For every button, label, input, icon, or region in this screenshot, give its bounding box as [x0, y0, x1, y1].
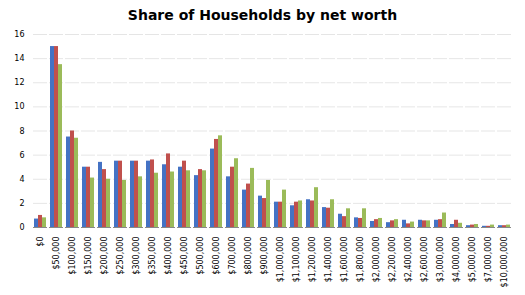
svg-text:$150,000: $150,000 — [84, 237, 93, 275]
svg-text:12: 12 — [14, 78, 24, 87]
svg-text:$1,400,000: $1,400,000 — [324, 237, 333, 283]
svg-text:$300,000: $300,000 — [132, 237, 141, 275]
svg-text:$900,000: $900,000 — [260, 237, 269, 275]
svg-text:$1,600,000: $1,600,000 — [340, 237, 349, 283]
svg-text:$7,000,000: $7,000,000 — [484, 237, 493, 283]
svg-text:$2,200,000: $2,200,000 — [388, 237, 397, 283]
svg-text:$0: $0 — [36, 237, 45, 247]
svg-text:$400,000: $400,000 — [164, 237, 173, 275]
svg-text:$800,000: $800,000 — [244, 237, 253, 275]
svg-text:$350,000: $350,000 — [148, 237, 157, 275]
svg-text:$5,000,000: $5,000,000 — [468, 237, 477, 283]
svg-text:14: 14 — [14, 54, 24, 63]
svg-text:$500,000: $500,000 — [196, 237, 205, 275]
html-text:Share of Households by net wor: Share of Households by net worth — [127, 7, 398, 23]
svg-text:$50,000: $50,000 — [52, 237, 61, 270]
svg-text:$2,400,000: $2,400,000 — [404, 237, 413, 283]
svg-text:$600,000: $600,000 — [212, 237, 221, 275]
svg-text:$10,000,000: $10,000,000 — [500, 237, 509, 288]
svg-text:$1,800,000: $1,800,000 — [356, 237, 365, 283]
svg-text:6: 6 — [19, 151, 24, 160]
svg-text:$2,000,000: $2,000,000 — [372, 237, 381, 283]
svg-text:0: 0 — [19, 223, 24, 232]
svg-text:$1,100,000: $1,100,000 — [292, 237, 301, 283]
svg-text:$4,000,000: $4,000,000 — [452, 237, 461, 283]
svg-text:16: 16 — [14, 30, 24, 39]
svg-text:$3,000,000: $3,000,000 — [436, 237, 445, 283]
svg-text:2: 2 — [19, 199, 24, 208]
svg-text:8: 8 — [19, 127, 24, 136]
svg-text:$100,000: $100,000 — [68, 237, 77, 275]
svg-text:$2,600,000: $2,600,000 — [420, 237, 429, 283]
svg-text:$1,000,000: $1,000,000 — [276, 237, 285, 283]
svg-text:$700,000: $700,000 — [228, 237, 237, 275]
svg-text:$450,000: $450,000 — [180, 237, 189, 275]
svg-text:$1,200,000: $1,200,000 — [308, 237, 317, 283]
svg-text:$200,000: $200,000 — [100, 237, 109, 275]
svg-text:$250,000: $250,000 — [116, 237, 125, 275]
svg-text:4: 4 — [19, 175, 24, 184]
svg-text:10: 10 — [14, 102, 24, 111]
